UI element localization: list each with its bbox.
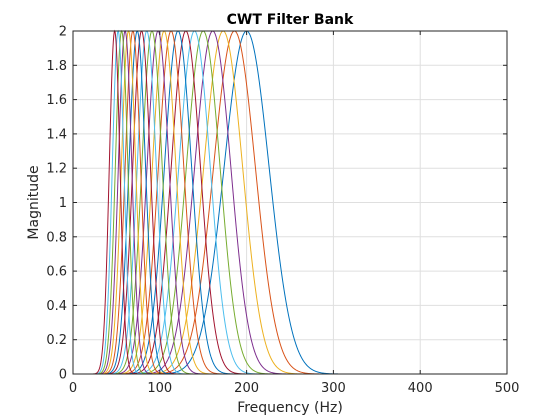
y-tick-label: 1.8 [46,59,67,74]
y-axis-label: Magnitude [26,165,42,239]
chart-title: CWT Filter Bank [227,12,354,28]
y-tick-label: 1.4 [46,127,67,142]
y-tick-label: 0.6 [46,265,67,280]
axis-ticks: 0 100 200 300 400 500 0 0.2 0.4 0.6 0.8 1 1.2 1.4 1.6 1… [46,25,519,397]
x-tick-label: 300 [321,381,346,396]
y-tick-label: 2 [59,25,67,40]
x-tick-label: 500 [495,381,520,396]
y-tick-label: 0.4 [46,299,67,314]
x-tick-label: 0 [69,381,77,396]
y-tick-label: 0.8 [46,230,67,245]
x-axis-label: Frequency (Hz) [237,400,343,416]
y-tick-label: 0.2 [46,333,67,348]
y-tick-label: 0 [59,368,67,383]
y-tick-label: 1.6 [46,93,67,108]
x-tick-label: 100 [147,381,172,396]
y-tick-label: 1.2 [46,162,67,177]
x-tick-label: 400 [408,381,433,396]
x-tick-label: 200 [234,381,259,396]
y-tick-label: 1 [59,196,67,211]
